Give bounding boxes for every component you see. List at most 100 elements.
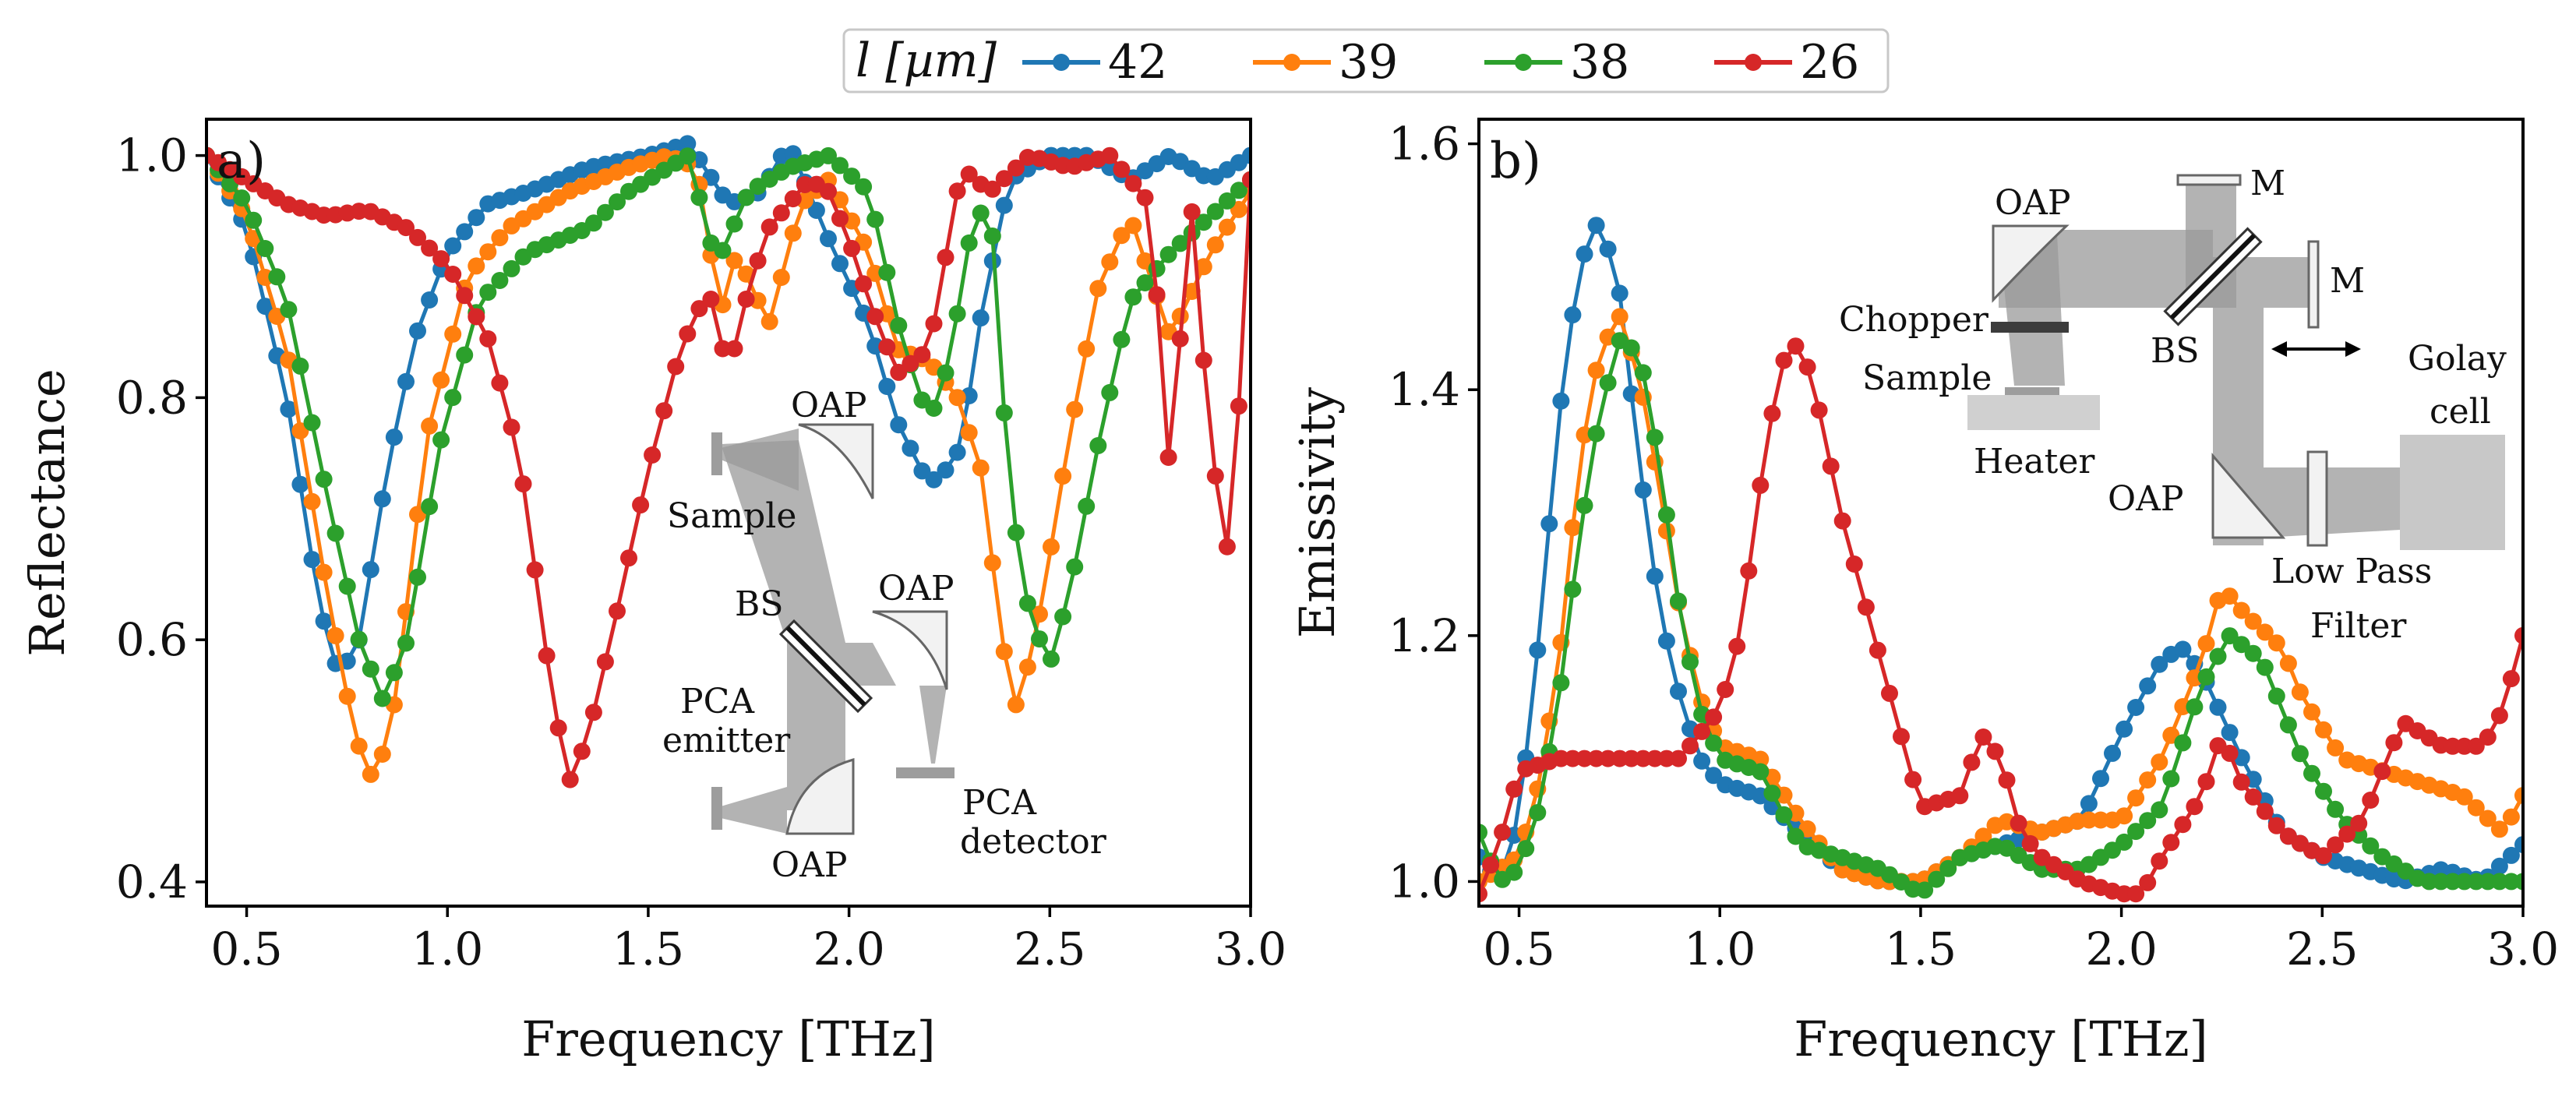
panel-b-point-26-45 bbox=[1998, 771, 2016, 789]
panel-b-point-26-84 bbox=[2455, 737, 2473, 755]
panel-b-point-26-76 bbox=[2362, 792, 2380, 809]
inset-b-lowpass-filter bbox=[2306, 450, 2328, 547]
inset-a-beam-sample bbox=[721, 429, 799, 491]
inset-b-oap-top bbox=[1992, 224, 2070, 303]
panel-a-point-39-67 bbox=[983, 554, 1001, 572]
panel-a-point-38-66 bbox=[972, 204, 990, 222]
panel-a-point-38-14 bbox=[362, 660, 379, 678]
panel-b-point-39-62 bbox=[2197, 635, 2215, 653]
panel-b-point-38-60 bbox=[2174, 734, 2192, 752]
panel-a-point-26-87 bbox=[1218, 538, 1236, 556]
panel-a-point-38-80 bbox=[1136, 274, 1154, 291]
legend-label-42: 42 bbox=[1108, 35, 1167, 90]
panel-a-point-42-18 bbox=[409, 322, 426, 340]
panel-b-point-26-77 bbox=[2373, 763, 2391, 781]
inset-a-oap-bottom bbox=[785, 758, 855, 835]
inset-a-pca-detector-label-2: detector bbox=[960, 822, 1107, 862]
panel-a-point-26-17 bbox=[397, 219, 415, 237]
panel-b-point-26-1 bbox=[1482, 856, 1500, 874]
panel-b-point-39-89 bbox=[2514, 787, 2523, 804]
panel-a-point-42-68 bbox=[995, 196, 1013, 214]
panel-a-point-26-54 bbox=[831, 210, 849, 228]
panel-a-point-26-36 bbox=[620, 549, 637, 567]
panel-b-point-38-3 bbox=[1505, 863, 1523, 881]
panel-a-point-38-87 bbox=[1218, 192, 1236, 210]
panel-a-point-42-21 bbox=[444, 237, 462, 255]
inset-b-golay-label-2: cell bbox=[2430, 392, 2491, 432]
panel-b-point-42-57 bbox=[2139, 677, 2157, 695]
panel-a-point-26-79 bbox=[1124, 175, 1142, 192]
panel-a-point-42-14 bbox=[362, 561, 379, 579]
panel-b-point-26-27 bbox=[1787, 337, 1805, 355]
panel-a-point-42-16 bbox=[385, 429, 403, 446]
panel-b-point-39-55 bbox=[2115, 807, 2133, 825]
panel-a-point-26-26 bbox=[503, 418, 520, 436]
panel-a-point-38-74 bbox=[1066, 558, 1084, 576]
panel-a-point-39-15 bbox=[373, 746, 391, 763]
panel-a-point-38-77 bbox=[1101, 383, 1119, 401]
panel-b-xtick-label-4: 2.5 bbox=[2286, 922, 2358, 975]
panel-b-point-42-12 bbox=[1611, 284, 1629, 302]
panel-b-point-26-41 bbox=[1951, 787, 1969, 805]
panel-a-point-39-14 bbox=[362, 765, 379, 783]
panel-a-point-42-17 bbox=[397, 372, 415, 390]
panel-b-y-axis-label: Emissivity bbox=[1289, 387, 1346, 638]
panel-a-point-38-69 bbox=[1007, 524, 1025, 541]
panel-b-point-42-5 bbox=[1529, 641, 1547, 659]
panel-b-point-38-84 bbox=[2455, 873, 2473, 891]
panel-b-point-39-87 bbox=[2490, 820, 2508, 838]
panel-a-point-26-23 bbox=[468, 308, 485, 326]
panel-b-point-42-20 bbox=[1705, 767, 1723, 785]
panel-a-point-38-79 bbox=[1124, 288, 1142, 306]
panel-b-xtick-label-3: 2.0 bbox=[2085, 922, 2157, 975]
panel-b-point-26-35 bbox=[1881, 684, 1898, 702]
panel-a-point-42-19 bbox=[421, 291, 439, 309]
panel-b-point-39-72 bbox=[2315, 721, 2332, 739]
panel-a-point-38-16 bbox=[385, 664, 403, 682]
panel-b-label: b) bbox=[1490, 132, 1541, 190]
panel-b-point-26-57 bbox=[2139, 873, 2157, 891]
panel-a-label: a) bbox=[217, 132, 266, 190]
panel-a-ytick-label-1: 0.6 bbox=[116, 613, 188, 666]
panel-a-point-38-13 bbox=[350, 630, 368, 648]
panel-b-point-38-15 bbox=[1646, 429, 1664, 446]
panel-b-point-38-0 bbox=[1479, 824, 1487, 841]
panel-b-point-26-47 bbox=[2021, 834, 2039, 852]
panel-b-ytick-label-3: 1.6 bbox=[1389, 118, 1460, 171]
panel-a-point-38-59 bbox=[890, 316, 908, 334]
panel-b-xtick-label-5: 3.0 bbox=[2487, 922, 2559, 975]
legend: l [µm] 42 39 38 26 bbox=[842, 28, 1890, 93]
panel-a-y-ticks: 0.4 0.6 0.8 1.0 bbox=[116, 129, 206, 908]
panel-b-point-39-85 bbox=[2467, 799, 2485, 817]
panel-a-point-38-19 bbox=[421, 498, 439, 516]
inset-b-translation-arrow-icon bbox=[2271, 341, 2361, 357]
panel-a-point-39-25 bbox=[491, 229, 509, 247]
panel-b-point-26-64 bbox=[2221, 744, 2239, 762]
panel-b-point-26-65 bbox=[2232, 773, 2250, 791]
panel-b-point-42-88 bbox=[2502, 846, 2520, 864]
panel-a-point-39-50 bbox=[784, 224, 802, 242]
panel-a-point-38-8 bbox=[291, 357, 309, 375]
panel-a-point-26-43 bbox=[702, 291, 720, 308]
panel-b-point-26-21 bbox=[1717, 681, 1734, 698]
panel-b-series-38 bbox=[1479, 332, 2523, 899]
panel-b-point-26-85 bbox=[2467, 737, 2485, 755]
panel-a-point-26-50 bbox=[784, 190, 802, 208]
panel-b-point-26-61 bbox=[2186, 798, 2204, 816]
panel-b-point-38-7 bbox=[1552, 674, 1570, 692]
panel-b-point-42-6 bbox=[1540, 515, 1558, 533]
panel-a-point-39-64 bbox=[948, 389, 966, 407]
panel-b-point-26-68 bbox=[2267, 817, 2285, 834]
panel-a-point-39-13 bbox=[350, 737, 368, 755]
panel-b-point-26-17 bbox=[1670, 750, 1687, 767]
panel-b-point-38-39 bbox=[1928, 870, 1946, 888]
panel-b-point-26-42 bbox=[1963, 753, 1981, 771]
legend-marker-42 bbox=[1053, 54, 1070, 71]
panel-a-point-26-33 bbox=[584, 704, 602, 721]
panel-b-point-39-57 bbox=[2139, 771, 2157, 789]
panel-a-point-26-89 bbox=[1242, 171, 1251, 189]
panel-b-point-39-8 bbox=[1564, 519, 1582, 537]
panel-a-point-42-10 bbox=[315, 612, 333, 630]
panel-b-point-26-13 bbox=[1622, 750, 1640, 767]
panel-b-series-26 bbox=[1479, 337, 2523, 903]
